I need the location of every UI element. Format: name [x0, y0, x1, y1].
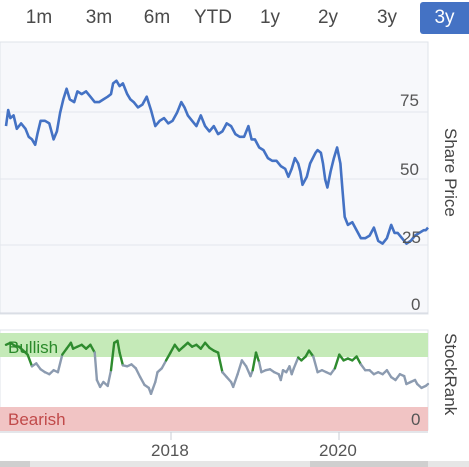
stockrank-segment: [138, 375, 146, 387]
stockrank-segment: [244, 365, 252, 378]
stockrank-segment: [164, 351, 172, 362]
range-scrollbar[interactable]: [0, 461, 469, 467]
stockrank-segment: [240, 359, 248, 368]
stockrank-line: [4, 339, 430, 395]
x-tick-label-2020: 2020: [319, 441, 357, 460]
scrollbar-handle-right[interactable]: [310, 461, 428, 467]
stockrank-segment: [116, 339, 121, 354]
share-price-axis-label: Share Price: [441, 128, 460, 217]
stockrank-segment: [307, 349, 315, 358]
stockrank-segment: [254, 351, 261, 364]
stockrank-segment: [385, 369, 393, 379]
y-tick-label-50: 50: [400, 160, 419, 179]
stockrank-segment: [333, 353, 341, 370]
bearish-zone: [0, 407, 428, 431]
range-tab-3y[interactable]: 3y: [376, 7, 398, 28]
share-price-line: [4, 79, 429, 245]
range-selector: 1m 3m 6m YTD 1y 2y 3y 3y: [0, 0, 469, 38]
stockrank-segment: [394, 373, 402, 382]
stockrank-segment: [231, 373, 239, 389]
range-tab-3m[interactable]: 3m: [85, 7, 113, 28]
stockrank-segment: [149, 380, 157, 395]
stockrank-segment: [292, 356, 300, 370]
stockrank-segment: [89, 343, 96, 354]
range-tab-2y[interactable]: 2y: [317, 7, 339, 28]
range-tab-ytd[interactable]: YTD: [194, 7, 232, 28]
stockrank-segment: [106, 369, 113, 388]
scrollbar-handle-left[interactable]: [0, 461, 30, 467]
stockrank-segment: [35, 362, 42, 371]
range-tab-1m[interactable]: 1m: [25, 7, 53, 28]
stockrank-segment: [403, 374, 408, 386]
stockrank-segment: [338, 353, 345, 362]
stockrank-segment: [258, 361, 263, 374]
stockrank-segment: [169, 343, 177, 354]
stockrank-axis-label: StockRank: [441, 333, 460, 416]
stockrank-segment: [216, 351, 224, 374]
rank-y-tick-label-0: 0: [411, 410, 421, 429]
y-tick-label-75: 75: [400, 91, 419, 110]
x-tick-label-2018: 2018: [151, 441, 189, 460]
stockrank-segment: [154, 371, 159, 384]
price-plot-area: [0, 41, 429, 315]
stockrank-segment: [312, 355, 319, 374]
stockrank-segment: [359, 363, 367, 372]
stockrank-segment: [61, 347, 68, 356]
bullish-label: Bullish: [8, 338, 59, 357]
stockrank-segment: [251, 351, 258, 372]
stockrank-segment: [93, 351, 99, 382]
stockrank-segment: [279, 369, 285, 382]
stockrank-segment: [329, 367, 337, 376]
stockrank-segment: [118, 351, 125, 367]
y-tick-label-0: 0: [411, 295, 421, 314]
range-tab-1y[interactable]: 1y: [259, 7, 281, 28]
stockrank-segment: [424, 382, 430, 388]
stockrank-segment: [236, 359, 244, 376]
stockrank-segment: [109, 341, 116, 372]
range-tab-6m[interactable]: 6m: [143, 7, 171, 28]
y-tick-label-25: 25: [402, 228, 421, 247]
range-tab-3y-selected[interactable]: 3y: [420, 2, 469, 34]
stockrank-segment: [134, 367, 142, 379]
stockrank-segment: [355, 355, 363, 366]
bearish-label: Bearish: [8, 410, 66, 429]
stockrank-segment: [56, 353, 64, 374]
stockrank-segment: [26, 353, 34, 368]
stockrank-segment: [160, 359, 168, 370]
